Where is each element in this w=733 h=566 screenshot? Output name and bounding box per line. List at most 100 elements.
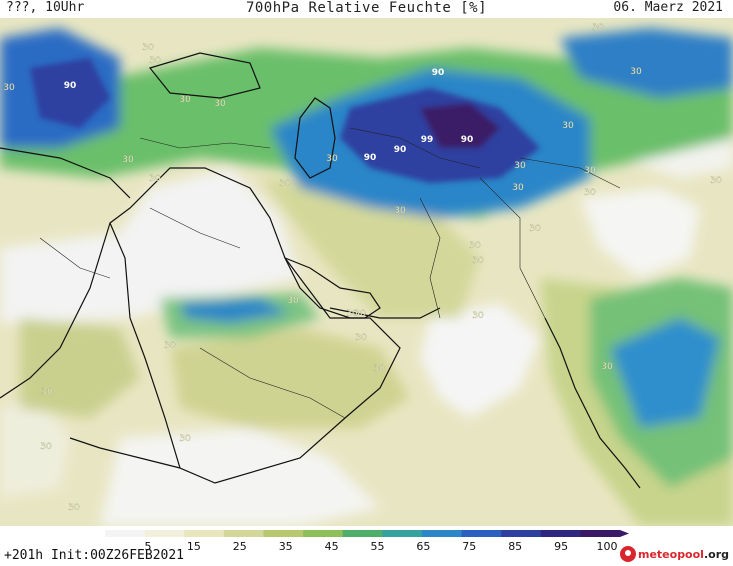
contour-label: 30 bbox=[149, 56, 161, 66]
colorbar-block bbox=[421, 530, 463, 537]
contour-label: 90 bbox=[394, 145, 407, 155]
contour-label: 30 bbox=[41, 387, 53, 397]
contour-label: 30 bbox=[472, 256, 484, 266]
contour-label: 30 bbox=[179, 95, 191, 105]
contour-label: 30 bbox=[164, 341, 176, 351]
contour-label: 30 bbox=[514, 161, 526, 171]
colorbar-tick-label: 45 bbox=[325, 540, 339, 553]
contour-label: 30 bbox=[584, 188, 596, 198]
colorbar-tick-label: 65 bbox=[416, 540, 430, 553]
contour-label: 30 bbox=[630, 67, 642, 77]
border-8 bbox=[39, 237, 111, 279]
colorbar-block bbox=[501, 530, 542, 537]
contour-label: 30 bbox=[287, 296, 299, 306]
border-2 bbox=[199, 347, 346, 419]
contour-label: 30 bbox=[3, 83, 15, 93]
contour-label: 30 bbox=[142, 43, 154, 53]
colorbar-tick-label: 55 bbox=[371, 540, 385, 553]
contour-label: 30 bbox=[40, 442, 52, 452]
border-7 bbox=[139, 137, 271, 149]
political-borders bbox=[39, 127, 621, 419]
coast-gulf-of-aden bbox=[69, 437, 181, 469]
dry-region-sea bbox=[420, 303, 540, 418]
colorbar-block bbox=[580, 530, 621, 537]
contour-label: 30 bbox=[562, 121, 574, 131]
colorbar-block bbox=[461, 530, 502, 537]
contour-label: 30 bbox=[122, 155, 134, 165]
border-6 bbox=[519, 157, 621, 189]
contour-label: 30 bbox=[354, 309, 366, 319]
humid-region-ne-blue bbox=[560, 28, 733, 98]
contour-label: 30 bbox=[279, 179, 291, 189]
contour-label: 30 bbox=[373, 364, 385, 374]
contour-label: 99 bbox=[421, 135, 434, 145]
colorbar-block bbox=[105, 530, 146, 537]
colorbar-tick-label: 35 bbox=[279, 540, 293, 553]
humid-region-gulf-blue bbox=[180, 298, 290, 323]
contour-label: 30 bbox=[326, 154, 338, 164]
colorbar-block bbox=[382, 530, 423, 537]
meteopool-logo-icon bbox=[619, 546, 636, 562]
colorbar-tick-labels: 5 15 25 35 45 55 65 75 85 95 100 bbox=[145, 540, 618, 553]
contour-label: 30 bbox=[512, 183, 524, 193]
border-4 bbox=[479, 177, 546, 319]
dry-region-arabia bbox=[0, 168, 300, 323]
contour-label: 30 bbox=[601, 362, 613, 372]
contour-label: 90 bbox=[432, 68, 445, 78]
coastlines bbox=[0, 52, 641, 489]
humid-core-central-asia-max bbox=[420, 103, 500, 148]
colorbar-block bbox=[540, 530, 581, 537]
colorbar-extension-arrow bbox=[620, 530, 629, 537]
contour-label: 30 bbox=[179, 434, 191, 444]
contour-label: 90 bbox=[64, 81, 77, 91]
meteopool-logo[interactable]: meteo pool .org bbox=[619, 544, 729, 564]
moist-region-ethiopia bbox=[20, 318, 140, 418]
coast-africa-east bbox=[0, 222, 111, 399]
colorbar-tick-label: 75 bbox=[462, 540, 476, 553]
coast-iran-south bbox=[329, 307, 441, 319]
colorbar-tick-label: 85 bbox=[508, 540, 522, 553]
coast-india-west bbox=[544, 317, 641, 489]
colorbar-blocks bbox=[105, 530, 629, 537]
humid-region-india-blue bbox=[610, 318, 720, 428]
contour-label: 30 bbox=[472, 311, 484, 321]
contour-label: 90 bbox=[461, 135, 474, 145]
contour-label: 30 bbox=[214, 99, 226, 109]
colorbar-tick-label: 25 bbox=[233, 540, 247, 553]
valid-date-label: 06. Maerz 2021 bbox=[613, 0, 723, 15]
border-5 bbox=[349, 127, 481, 169]
colorbar-tick-label: 100 bbox=[597, 540, 618, 553]
logo-suffix: pool bbox=[677, 547, 704, 561]
colorbar-block bbox=[303, 530, 344, 537]
coast-persian-gulf bbox=[283, 256, 381, 319]
valid-time-label: ???, 10Uhr bbox=[6, 0, 85, 15]
coast-mediterranean bbox=[0, 147, 131, 199]
moist-region-oman bbox=[170, 328, 410, 428]
colorbar-block bbox=[184, 530, 225, 537]
colorbar-block bbox=[263, 530, 304, 537]
coast-red-sea-arabia bbox=[109, 167, 401, 484]
dry-region-india bbox=[580, 188, 700, 278]
contour-label: 30 bbox=[469, 241, 481, 251]
contour-label: 30 bbox=[529, 224, 541, 234]
colorbar-tick-label: 5 bbox=[145, 540, 152, 553]
dry-region-west bbox=[0, 398, 70, 498]
border-1 bbox=[149, 207, 241, 249]
run-info: +201h Init:00Z26FEB2021 bbox=[4, 548, 185, 563]
contour-label: 30 bbox=[394, 206, 406, 216]
border-3 bbox=[419, 197, 441, 319]
dry-region-south bbox=[100, 428, 380, 526]
contour-label: 30 bbox=[592, 23, 604, 33]
coast-black-sea bbox=[148, 52, 261, 99]
colorbar-block bbox=[223, 530, 264, 537]
humid-core-europe bbox=[30, 58, 110, 128]
logo-tld: .org bbox=[703, 547, 729, 561]
colorbar-block bbox=[144, 530, 185, 537]
contour-label: 30 bbox=[710, 176, 722, 186]
contour-label: 30 bbox=[149, 174, 161, 184]
colorbar-tick-label: 95 bbox=[554, 540, 568, 553]
contour-label: 30 bbox=[584, 166, 596, 176]
colorbar-tick-label: 15 bbox=[187, 540, 201, 553]
